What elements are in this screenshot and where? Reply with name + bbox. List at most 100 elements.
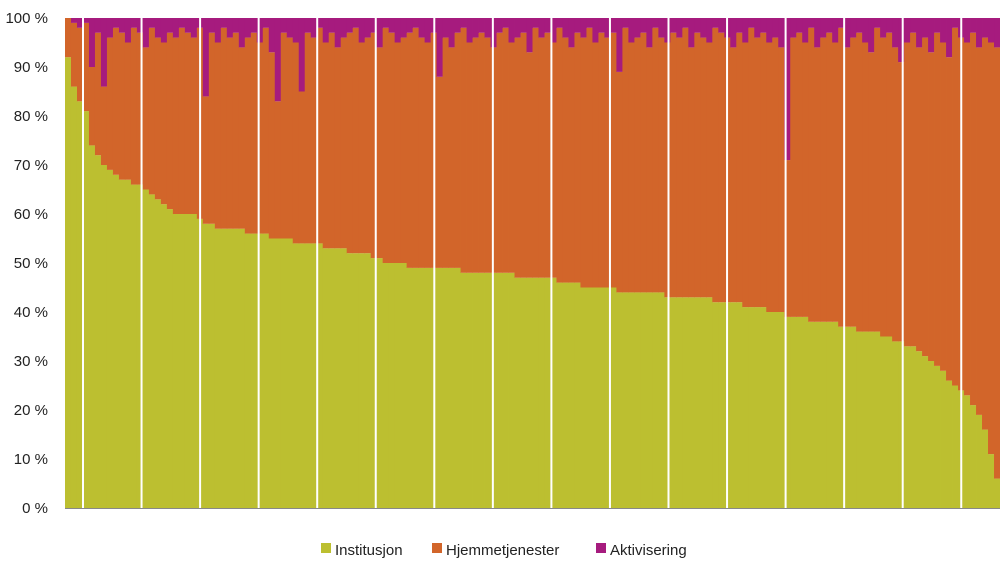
bar-hjemmetjenester <box>790 37 797 317</box>
bar-institusjon <box>646 292 653 508</box>
bar-institusjon <box>976 414 983 508</box>
bar-aktivisering <box>922 18 929 38</box>
bar-hjemmetjenester <box>304 32 312 244</box>
bar-hjemmetjenester <box>946 57 953 381</box>
bar-aktivisering <box>604 18 611 38</box>
bar-hjemmetjenester <box>178 27 186 214</box>
bar-institusjon <box>382 263 390 508</box>
bar-aktivisering <box>130 18 138 28</box>
bar-institusjon <box>568 282 575 508</box>
bar-aktivisering <box>172 18 180 38</box>
bar-hjemmetjenester <box>718 32 725 303</box>
bar-hjemmetjenester <box>748 27 755 308</box>
bar-institusjon <box>160 204 168 508</box>
bar-institusjon <box>340 248 348 509</box>
bar-hjemmetjenester <box>262 27 270 234</box>
bar-hjemmetjenester <box>976 47 983 415</box>
legend-swatch-hjemmetjenester <box>432 543 442 553</box>
bar-hjemmetjenester <box>94 32 102 156</box>
bar-institusjon <box>472 272 479 508</box>
bar-hjemmetjenester <box>400 37 408 263</box>
bar-institusjon <box>886 336 893 508</box>
bar-institusjon <box>874 331 881 508</box>
bar-institusjon <box>856 331 863 508</box>
bar-institusjon <box>442 267 449 508</box>
legend-label-hjemmetjenester: Hjemmetjenester <box>446 542 559 559</box>
bar-institusjon <box>670 297 677 508</box>
bar-hjemmetjenester <box>388 32 396 264</box>
bar-aktivisering <box>514 18 521 38</box>
bar-institusjon <box>838 326 845 508</box>
bar-aktivisering <box>208 18 216 33</box>
bar-institusjon <box>286 238 294 508</box>
bar-hjemmetjenester <box>352 27 360 254</box>
bar-institusjon <box>616 292 623 508</box>
bar-aktivisering <box>964 18 971 43</box>
bar-hjemmetjenester <box>496 32 503 273</box>
bar-hjemmetjenester <box>646 47 653 293</box>
bar-institusjon <box>952 385 959 508</box>
bar-institusjon <box>70 86 78 508</box>
bar-hjemmetjenester <box>70 22 78 87</box>
bar-hjemmetjenester <box>226 37 234 229</box>
bar-aktivisering <box>952 18 959 28</box>
bar-institusjon <box>766 312 773 508</box>
bar-institusjon <box>730 302 737 508</box>
bar-hjemmetjenester <box>526 52 533 278</box>
bar-institusjon <box>868 331 875 508</box>
bar-hjemmetjenester <box>418 37 426 268</box>
bar-aktivisering <box>814 18 821 48</box>
bar-aktivisering <box>772 18 779 38</box>
bar-hjemmetjenester <box>766 42 773 312</box>
bar-institusjon <box>394 263 402 508</box>
bar-institusjon <box>334 248 342 509</box>
bar-institusjon <box>862 331 869 508</box>
bar-hjemmetjenester <box>802 42 809 317</box>
bar-institusjon <box>124 179 132 508</box>
bar-hjemmetjenester <box>520 32 527 278</box>
bar-aktivisering <box>640 18 647 33</box>
bar-aktivisering <box>166 18 174 33</box>
bar-hjemmetjenester <box>65 18 72 58</box>
bar-hjemmetjenester <box>220 27 228 229</box>
bar-aktivisering <box>178 18 186 28</box>
bar-hjemmetjenester <box>436 76 443 268</box>
bar-hjemmetjenester <box>166 32 174 210</box>
bar-institusjon <box>586 287 593 508</box>
bar-aktivisering <box>388 18 396 33</box>
bar-hjemmetjenester <box>796 32 803 317</box>
bar-aktivisering <box>850 18 857 38</box>
bar-institusjon <box>322 248 330 509</box>
bar-aktivisering <box>376 18 384 48</box>
legend-label-aktivisering: Aktivisering <box>610 542 687 559</box>
bar-institusjon <box>910 346 917 508</box>
bar-aktivisering <box>238 18 246 48</box>
bar-hjemmetjenester <box>454 32 461 268</box>
bar-institusjon <box>208 223 216 509</box>
bar-aktivisering <box>370 18 378 33</box>
bar-hjemmetjenester <box>544 32 551 278</box>
bar-hjemmetjenester <box>160 42 168 205</box>
bar-institusjon <box>790 316 797 508</box>
bar-aktivisering <box>556 18 563 28</box>
bar-aktivisering <box>292 18 300 43</box>
bar-aktivisering <box>454 18 461 33</box>
bar-institusjon <box>154 199 162 509</box>
bar-aktivisering <box>136 18 144 33</box>
bar-institusjon <box>484 272 491 508</box>
bar-institusjon <box>580 287 587 508</box>
bar-aktivisering <box>808 18 815 28</box>
bar-aktivisering <box>508 18 515 43</box>
bar-hjemmetjenester <box>994 47 1000 479</box>
bar-hjemmetjenester <box>928 52 935 362</box>
bar-aktivisering <box>262 18 270 28</box>
bar-aktivisering <box>988 18 995 43</box>
bar-hjemmetjenester <box>880 37 887 337</box>
bar-hjemmetjenester <box>382 27 390 263</box>
bar-hjemmetjenester <box>478 32 485 273</box>
bar-institusjon <box>268 238 276 508</box>
bar-hjemmetjenester <box>898 62 905 342</box>
bar-aktivisering <box>934 18 941 33</box>
vertical-gridlines <box>82 18 963 508</box>
bar-institusjon <box>964 395 971 508</box>
